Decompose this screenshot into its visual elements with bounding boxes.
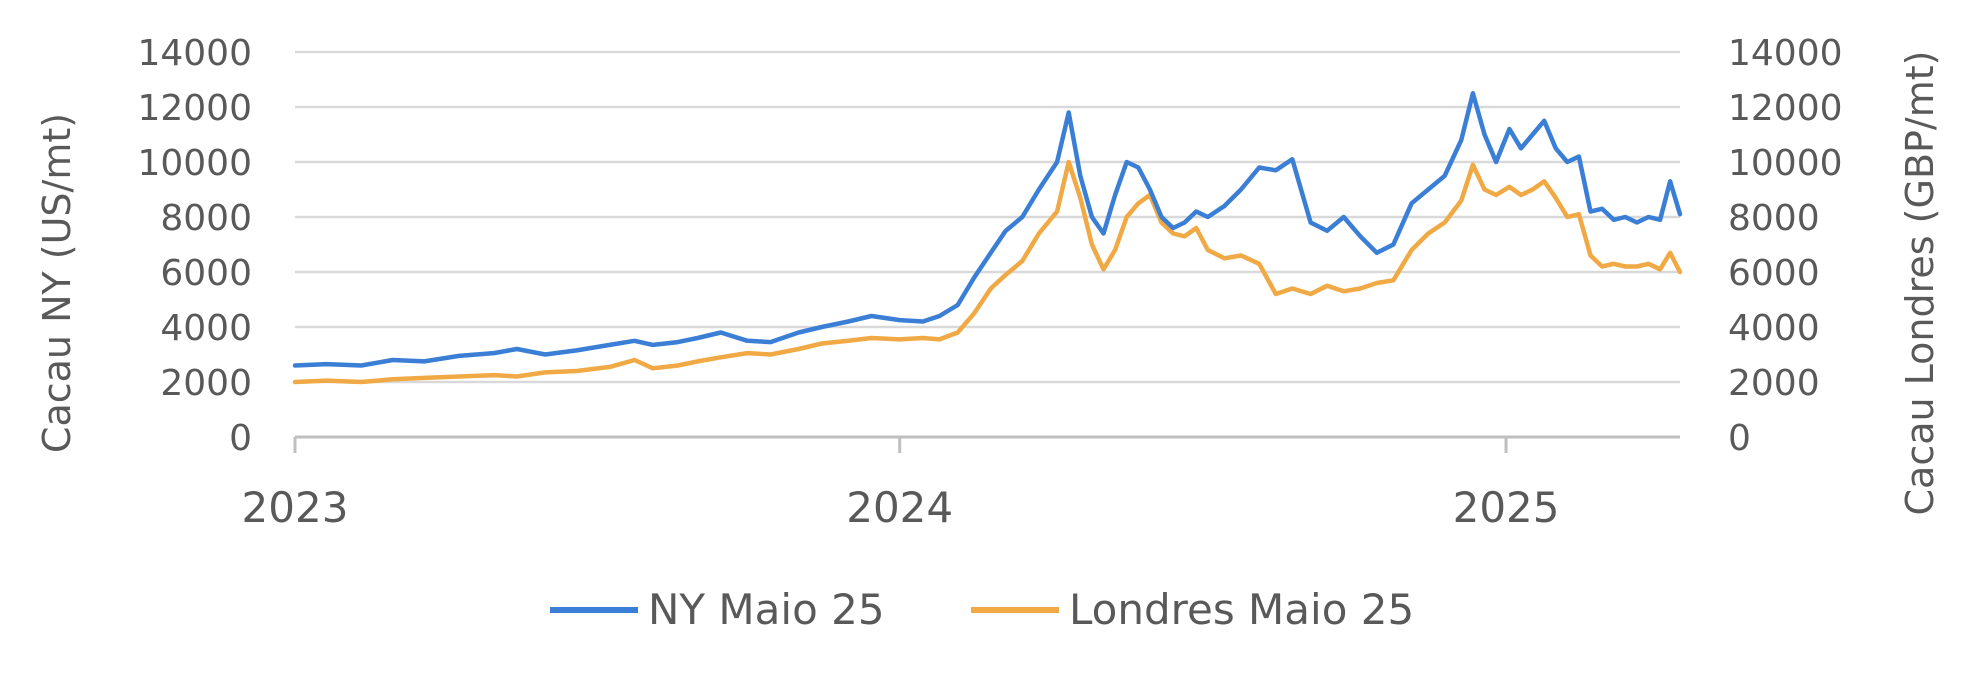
x-tick-label: 2024 <box>846 483 953 532</box>
y-axis-left-title: Cacau NY (US/mt) <box>35 113 79 453</box>
y-right-tick-label: 4000 <box>1728 308 1820 349</box>
y-right-tick-label: 6000 <box>1728 253 1820 294</box>
y-right-tick-label: 14000 <box>1728 33 1843 74</box>
y-axis-right-title: Cacau Londres (GBP/mt) <box>1898 51 1942 516</box>
gridlines <box>295 50 1680 384</box>
legend: NY Maio 25 Londres Maio 25 <box>550 585 1414 634</box>
y-axis-left-ticks: 14000 12000 10000 8000 6000 4000 2000 0 <box>137 33 252 459</box>
y-right-tick-label: 8000 <box>1728 198 1820 239</box>
y-right-tick-label: 2000 <box>1728 363 1820 404</box>
y-left-tick-label: 8000 <box>160 198 252 239</box>
legend-label-london: Londres Maio 25 <box>1069 585 1414 634</box>
y-right-tick-label: 0 <box>1728 418 1751 459</box>
y-left-tick-label: 6000 <box>160 253 252 294</box>
x-axis-ticks: 2023 2024 2025 <box>242 437 1560 532</box>
y-left-tick-label: 0 <box>229 418 252 459</box>
y-left-tick-label: 4000 <box>160 308 252 349</box>
series-line-ny <box>292 91 1683 368</box>
x-tick-label: 2023 <box>242 483 349 532</box>
y-axis-right-ticks: 14000 12000 10000 8000 6000 4000 2000 0 <box>1728 33 1843 459</box>
legend-label-ny: NY Maio 25 <box>648 585 885 634</box>
y-left-tick-label: 12000 <box>137 88 252 129</box>
y-right-tick-label: 12000 <box>1728 88 1843 129</box>
series-lines <box>292 91 1683 385</box>
x-tick-label: 2025 <box>1453 483 1560 532</box>
y-left-tick-label: 14000 <box>137 33 252 74</box>
y-left-tick-label: 10000 <box>137 143 252 184</box>
y-right-tick-label: 10000 <box>1728 143 1843 184</box>
y-left-tick-label: 2000 <box>160 363 252 404</box>
